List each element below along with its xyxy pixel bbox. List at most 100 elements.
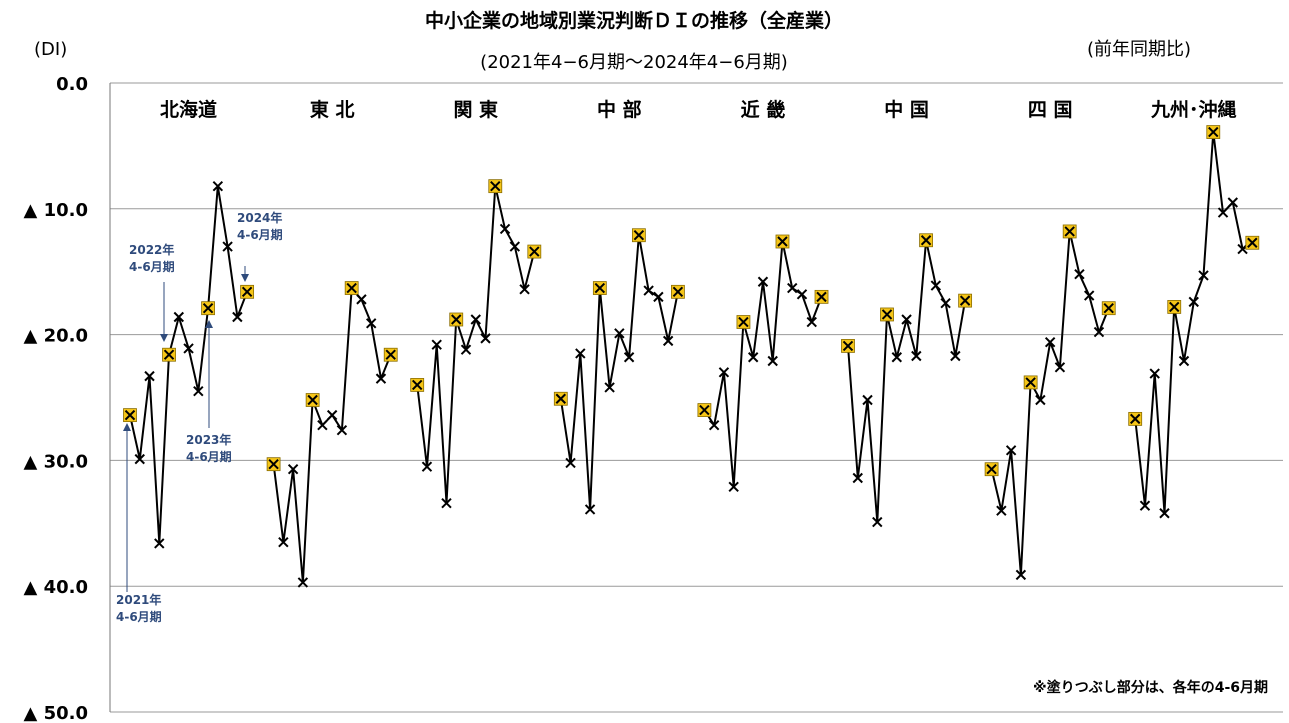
x-marker <box>959 295 971 306</box>
highlight-marker <box>266 457 281 472</box>
x-marker <box>241 286 253 298</box>
x-marker <box>728 481 739 493</box>
x-marker <box>317 419 328 431</box>
series-line <box>990 230 1110 576</box>
data-marker <box>222 241 233 252</box>
highlight-marker <box>123 408 137 423</box>
x-marker <box>480 333 491 344</box>
series-line <box>1134 131 1253 515</box>
x-marker <box>575 348 586 359</box>
x-marker <box>365 318 377 329</box>
x-marker <box>490 180 501 192</box>
x-marker <box>767 355 778 367</box>
data-marker <box>1159 508 1170 519</box>
x-marker <box>842 340 854 352</box>
region-label: 北海道 <box>160 98 217 121</box>
series-lines <box>123 125 1260 588</box>
data-marker <box>575 348 586 359</box>
x-marker <box>881 309 893 320</box>
x-marker <box>787 282 798 294</box>
data-marker <box>1054 362 1066 373</box>
data-marker <box>787 282 798 294</box>
x-marker <box>509 241 521 252</box>
data-marker <box>643 285 654 296</box>
annotation-text: 4-6月期 <box>116 609 162 624</box>
x-marker <box>1103 302 1114 314</box>
y-tick-label: ▲ 50.0 <box>23 703 88 723</box>
x-marker <box>662 335 674 347</box>
x-marker <box>1188 296 1199 308</box>
highlight-marker <box>814 289 829 304</box>
highlight-marker <box>1245 235 1260 250</box>
chart-title: 中小企業の地域別業況判断ＤＩの推移（全産業） <box>425 9 843 32</box>
highlight-marker <box>1128 411 1143 426</box>
x-marker <box>1074 269 1085 280</box>
chart-subtitle: (2021年4−6月期〜2024年4−6月期) <box>480 52 788 73</box>
x-marker <box>699 404 710 416</box>
data-marker <box>862 394 873 406</box>
highlight-marker <box>592 281 607 295</box>
data-marker <box>708 419 720 431</box>
x-marker <box>708 419 720 431</box>
series-line <box>847 239 967 523</box>
annotation-text: 2021年 <box>116 592 161 607</box>
highlight-marker <box>1023 375 1038 390</box>
x-marker <box>1093 326 1105 338</box>
highlight-marker <box>162 347 176 362</box>
x-marker <box>891 352 903 363</box>
highlight-marker <box>553 391 568 406</box>
annotation-text: 2022年 <box>129 242 174 257</box>
x-marker <box>222 241 233 252</box>
data-marker <box>996 505 1007 516</box>
data-marker <box>441 497 452 509</box>
x-marker <box>594 282 606 294</box>
data-marker <box>1044 336 1056 348</box>
data-marker <box>144 370 155 382</box>
x-marker <box>1217 207 1229 218</box>
x-marker <box>134 453 145 465</box>
x-marker <box>268 458 279 470</box>
data-marker <box>940 297 951 309</box>
x-marker <box>529 246 540 257</box>
data-marker <box>852 472 863 484</box>
x-marker <box>672 286 684 298</box>
data-marker <box>470 314 481 325</box>
highlight-marker <box>736 315 751 329</box>
data-marker <box>1015 569 1027 581</box>
annotation-arrow-head <box>205 320 213 328</box>
x-marker <box>1247 237 1258 248</box>
highlight-marker <box>775 234 790 249</box>
x-marker <box>385 349 396 360</box>
x-marker <box>747 352 759 363</box>
data-marker <box>356 294 367 305</box>
region-label: 中 国 <box>884 98 929 121</box>
data-marker <box>1217 207 1229 218</box>
y-tick-label: ▲ 10.0 <box>23 200 88 221</box>
x-marker <box>375 373 387 384</box>
highlight-marker <box>631 228 646 243</box>
data-marker <box>757 276 769 287</box>
highlight-marker <box>1062 224 1077 239</box>
data-marker <box>1198 270 1209 281</box>
highlight-marker <box>488 179 503 194</box>
highlight-marker <box>671 284 685 299</box>
x-marker <box>653 291 664 303</box>
data-marker <box>365 318 377 329</box>
region-labels: 北海道 東 北 関 東 中 部 近 畿 中 国 四 国 九州･沖縄 <box>160 98 1236 121</box>
annotation: 2024年 4-6月期 <box>237 210 283 282</box>
data-marker <box>1139 500 1151 511</box>
highlight-marker <box>958 293 973 308</box>
x-marker <box>604 382 615 393</box>
x-marker <box>519 284 530 295</box>
highlight-marker <box>449 312 464 327</box>
x-marker <box>1149 368 1160 379</box>
series-line <box>272 287 392 584</box>
data-marker <box>173 311 185 323</box>
data-marker <box>480 333 491 344</box>
region-label: 東 北 <box>310 98 355 121</box>
data-marker <box>154 538 165 549</box>
highlight-marker <box>1206 125 1221 139</box>
x-marker <box>193 386 204 397</box>
x-marker <box>1025 377 1036 388</box>
x-marker <box>1083 290 1095 301</box>
